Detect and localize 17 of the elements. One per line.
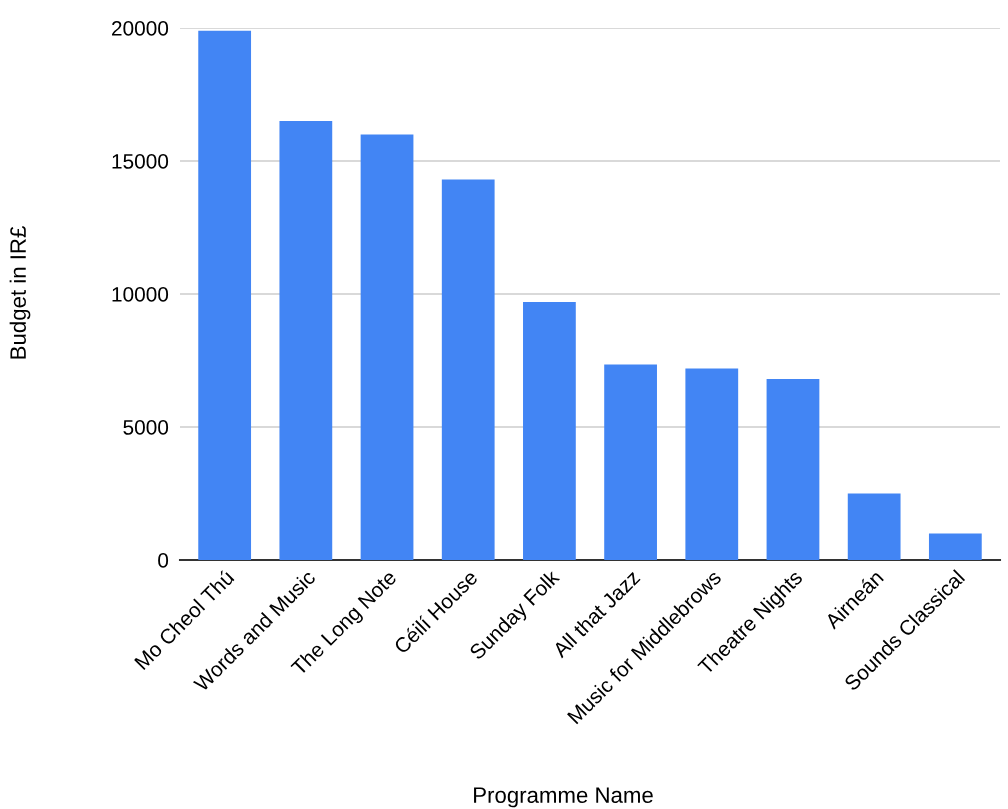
bar bbox=[360, 134, 414, 560]
bar bbox=[523, 301, 576, 560]
y-tick-label: 0 bbox=[158, 553, 169, 568]
y-tick-label: 15000 bbox=[112, 154, 169, 169]
bar bbox=[685, 368, 739, 560]
y-tick-label: 5000 bbox=[123, 420, 169, 435]
y-tick-label: 10000 bbox=[112, 287, 169, 302]
bar bbox=[604, 364, 657, 560]
bar bbox=[928, 533, 982, 560]
bar bbox=[198, 30, 252, 560]
y-tick-label: 20000 bbox=[112, 21, 169, 36]
bar bbox=[279, 121, 333, 560]
x-axis-title: Programme Name bbox=[474, 787, 653, 808]
bar bbox=[847, 493, 901, 560]
bar bbox=[441, 179, 495, 560]
bar bbox=[766, 379, 820, 560]
y-axis-title: Budget in IR£ bbox=[9, 226, 31, 359]
